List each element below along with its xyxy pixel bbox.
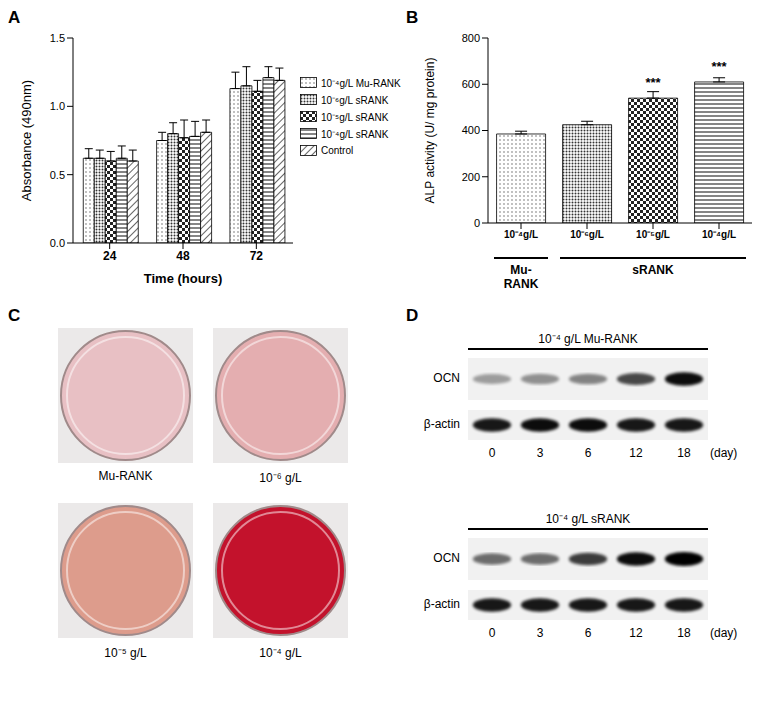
html-text:10⁻⁴ g/L sRANK: 10⁻⁴ g/L sRANK xyxy=(545,512,631,526)
html-text:Control: Control xyxy=(321,145,354,156)
html-text:sRANK: sRANK xyxy=(632,263,674,277)
html-text:10⁻⁴ g/L Mu-RANK: 10⁻⁴ g/L Mu-RANK xyxy=(538,332,638,346)
html-text:6: 6 xyxy=(584,446,592,460)
html-text:0: 0 xyxy=(488,626,496,640)
html-text:0: 0 xyxy=(488,446,496,460)
html-text:18: 18 xyxy=(677,626,691,640)
svg-text:0: 0 xyxy=(474,217,480,229)
html-text:A: A xyxy=(8,8,21,27)
html-text:3: 3 xyxy=(536,626,544,640)
html-text:β-actin: β-actin xyxy=(423,597,460,611)
html-text:β-actin: β-actin xyxy=(423,417,460,431)
html-text:18: 18 xyxy=(677,446,691,460)
svg-text:Time (hours): Time (hours) xyxy=(144,271,223,286)
svg-text:***: *** xyxy=(711,59,727,74)
html-text:Mu-RANK: Mu-RANK xyxy=(503,263,539,291)
svg-text:***: *** xyxy=(645,75,661,90)
svg-text:48: 48 xyxy=(176,249,190,263)
html-text:10⁻⁴g/L Mu-RANK: 10⁻⁴g/L Mu-RANK xyxy=(321,77,401,89)
svg-text:10⁻⁵g/L: 10⁻⁵g/L xyxy=(636,229,670,240)
html-text:10⁻⁶g/L sRANK: 10⁻⁶g/L sRANK xyxy=(321,94,389,106)
html-text:10⁻⁴ g/L: 10⁻⁴ g/L xyxy=(259,646,302,660)
svg-text:0.5: 0.5 xyxy=(50,169,65,181)
html-text:12: 12 xyxy=(629,626,643,640)
html-text:10⁻⁶ g/L: 10⁻⁶ g/L xyxy=(259,471,302,485)
html-text:12: 12 xyxy=(629,446,643,460)
html-text:B: B xyxy=(406,8,419,27)
svg-text:0.0: 0.0 xyxy=(50,237,65,249)
html-text:(day): (day) xyxy=(710,446,738,460)
svg-text:200: 200 xyxy=(462,171,480,183)
svg-text:10⁻⁶g/L: 10⁻⁶g/L xyxy=(570,229,604,240)
svg-text:1.0: 1.0 xyxy=(50,100,65,112)
svg-text:ALP activity (U/ mg protein): ALP activity (U/ mg protein) xyxy=(423,58,437,204)
html-text:OCN: OCN xyxy=(433,371,460,385)
html-text:(day): (day) xyxy=(710,626,738,640)
html-text:10⁻⁵g/L sRANK: 10⁻⁵g/L sRANK xyxy=(321,111,389,123)
svg-text:10⁻⁴g/L: 10⁻⁴g/L xyxy=(504,229,538,240)
svg-text:600: 600 xyxy=(462,78,480,90)
html-text:6: 6 xyxy=(584,626,592,640)
html-text:C: C xyxy=(8,306,21,325)
html-text:10⁻⁵ g/L: 10⁻⁵ g/L xyxy=(104,646,147,660)
svg-text:400: 400 xyxy=(462,124,480,136)
svg-text:800: 800 xyxy=(462,32,480,44)
svg-text:10⁻⁴g/L: 10⁻⁴g/L xyxy=(702,229,736,240)
html-text:OCN: OCN xyxy=(433,551,460,565)
html-text:D: D xyxy=(406,306,419,325)
svg-text:1.5: 1.5 xyxy=(50,32,65,44)
html-text:10⁻⁴g/L sRANK: 10⁻⁴g/L sRANK xyxy=(321,128,389,140)
svg-text:72: 72 xyxy=(250,249,264,263)
svg-text:24: 24 xyxy=(103,249,117,263)
html-text:Mu-RANK: Mu-RANK xyxy=(98,469,153,483)
html-text:3: 3 xyxy=(536,446,544,460)
svg-text:Absorbance (490nm): Absorbance (490nm) xyxy=(19,80,34,201)
